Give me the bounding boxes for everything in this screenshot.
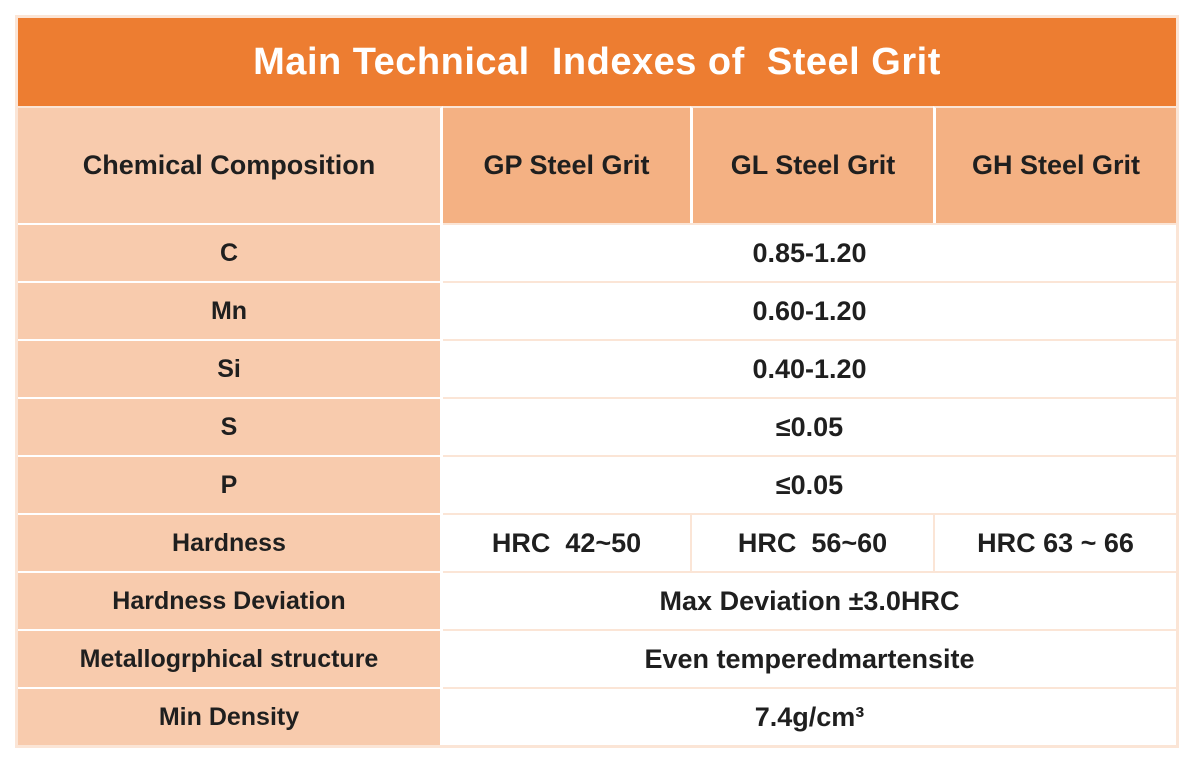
row-p-value: ≤0.05	[443, 455, 1177, 513]
title-row: Main Technical Indexes of Steel Grit	[18, 18, 1177, 106]
row-si: Si 0.40-1.20	[18, 339, 1177, 397]
row-hardness: Hardness HRC 42~50 HRC 56~60 HRC 63 ~ 66	[18, 513, 1177, 571]
row-metallographic-structure-label: Metallogrphical structure	[18, 629, 443, 687]
row-hardness-gh-value: HRC 63 ~ 66	[933, 513, 1177, 571]
row-s: S ≤0.05	[18, 397, 1177, 455]
header-gh-steel-grit: GH Steel Grit	[933, 106, 1177, 223]
row-s-value: ≤0.05	[443, 397, 1177, 455]
header-chemical-composition: Chemical Composition	[18, 106, 443, 223]
row-hardness-deviation-value: Max Deviation ±3.0HRC	[443, 571, 1177, 629]
table-title: Main Technical Indexes of Steel Grit	[18, 18, 1177, 106]
row-min-density: Min Density 7.4g/cm³	[18, 687, 1177, 745]
row-p-label: P	[18, 455, 443, 513]
header-gp-steel-grit: GP Steel Grit	[443, 106, 690, 223]
row-metallographic-structure: Metallogrphical structure Even temperedm…	[18, 629, 1177, 687]
row-hardness-deviation-label: Hardness Deviation	[18, 571, 443, 629]
row-c-label: C	[18, 223, 443, 281]
row-si-value: 0.40-1.20	[443, 339, 1177, 397]
row-min-density-label: Min Density	[18, 687, 443, 745]
row-c: C 0.85-1.20	[18, 223, 1177, 281]
row-c-value: 0.85-1.20	[443, 223, 1177, 281]
row-hardness-gl-value: HRC 56~60	[690, 513, 933, 571]
row-p: P ≤0.05	[18, 455, 1177, 513]
row-min-density-value: 7.4g/cm³	[443, 687, 1177, 745]
row-hardness-label: Hardness	[18, 513, 443, 571]
row-mn-value: 0.60-1.20	[443, 281, 1177, 339]
row-si-label: Si	[18, 339, 443, 397]
row-hardness-deviation: Hardness Deviation Max Deviation ±3.0HRC	[18, 571, 1177, 629]
header-row: Chemical Composition GP Steel Grit GL St…	[18, 106, 1177, 223]
row-s-label: S	[18, 397, 443, 455]
header-gl-steel-grit: GL Steel Grit	[690, 106, 933, 223]
row-mn: Mn 0.60-1.20	[18, 281, 1177, 339]
row-metallographic-structure-value: Even temperedmartensite	[443, 629, 1177, 687]
steel-grit-spec-table: Main Technical Indexes of Steel Grit Che…	[15, 15, 1180, 748]
row-mn-label: Mn	[18, 281, 443, 339]
row-hardness-gp-value: HRC 42~50	[443, 513, 690, 571]
